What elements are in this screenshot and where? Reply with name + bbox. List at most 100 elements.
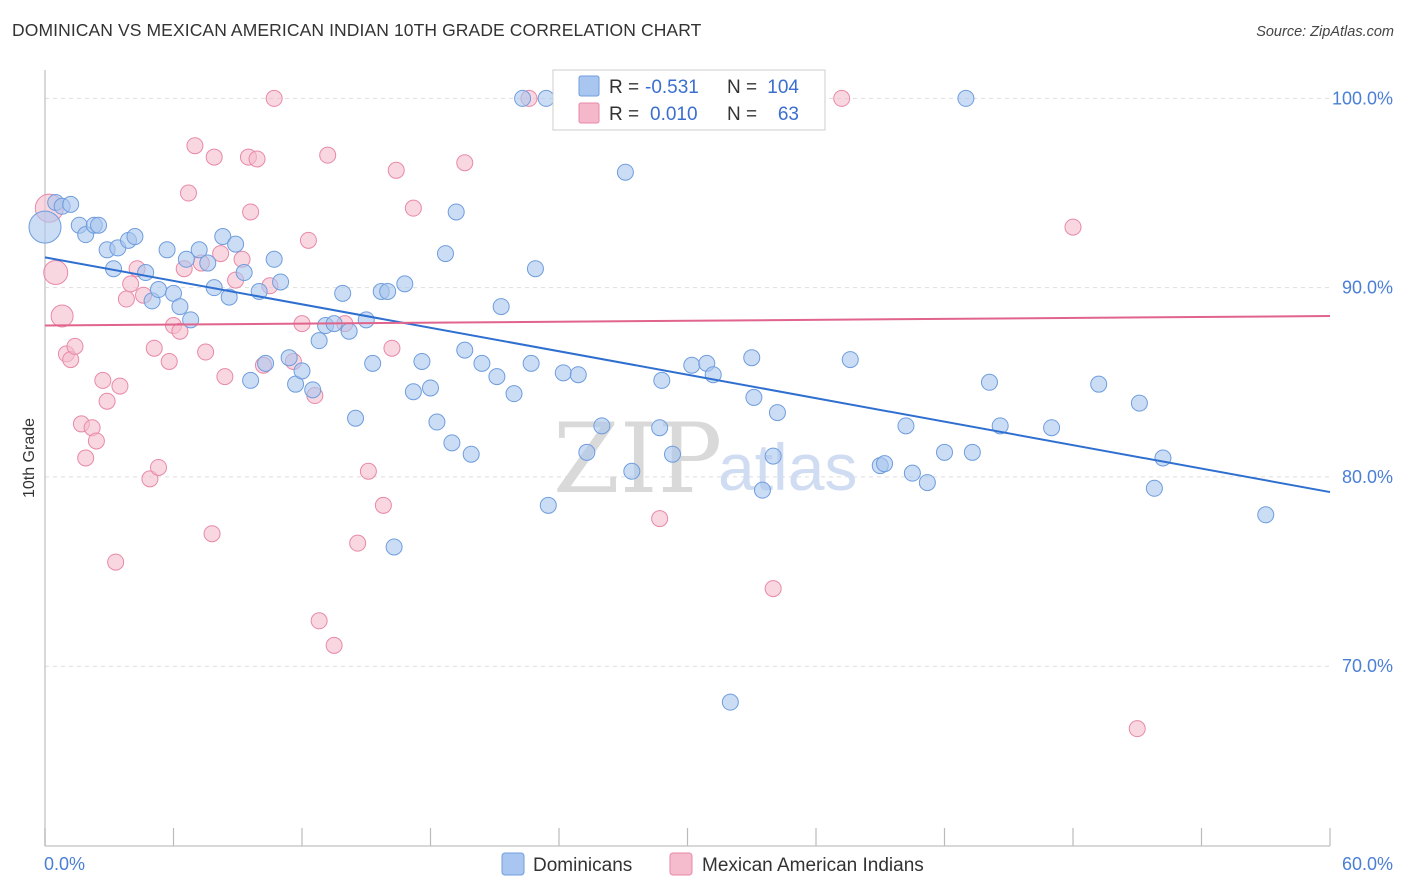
dominicans-point-7 bbox=[90, 216, 108, 234]
mexican-point-46 bbox=[319, 146, 337, 164]
dominicans-point-74 bbox=[651, 419, 669, 437]
dominicans-point-68 bbox=[569, 366, 587, 384]
dominicans-point-96 bbox=[980, 373, 998, 391]
stats-swatch-dominicans bbox=[578, 75, 600, 97]
dominicans-point-67 bbox=[554, 364, 572, 382]
dominicans-point-66 bbox=[539, 496, 557, 514]
mexican-point-9 bbox=[87, 432, 105, 450]
dominicans-point-54 bbox=[443, 434, 461, 452]
mexican-point-15 bbox=[122, 275, 140, 293]
dominicans-point-62 bbox=[514, 89, 532, 107]
stats-r-value-mexican: 0.010 bbox=[650, 104, 698, 125]
dominicans-point-42 bbox=[347, 409, 365, 427]
dominicans-point-26 bbox=[227, 235, 245, 253]
dominicans-point-92 bbox=[918, 474, 936, 492]
dominicans-point-50 bbox=[413, 352, 431, 370]
dominicans-point-47 bbox=[385, 538, 403, 556]
mexican-point-30 bbox=[205, 148, 223, 166]
dominicans-point-86 bbox=[768, 404, 786, 422]
dominicans-point-49 bbox=[404, 383, 422, 401]
mexican-point-40 bbox=[265, 89, 283, 107]
legend-label-dominicans: Dominicans bbox=[533, 855, 632, 876]
mexican-point-10 bbox=[94, 371, 112, 389]
source-label: Source: ZipAtlas.com bbox=[1256, 24, 1394, 40]
dominicans-point-91 bbox=[903, 464, 921, 482]
mexican-point-53 bbox=[387, 161, 405, 179]
dominicans-point-31 bbox=[265, 250, 283, 268]
dominicans-point-28 bbox=[242, 371, 260, 389]
dominicans-point-13 bbox=[137, 264, 155, 282]
dominicans-point-95 bbox=[963, 443, 981, 461]
dominicans-point-83 bbox=[745, 388, 763, 406]
dominicans-point-55 bbox=[447, 203, 465, 221]
dominicans-point-24 bbox=[214, 228, 232, 246]
dominicans-point-72 bbox=[616, 163, 634, 181]
mexican-point-49 bbox=[349, 534, 367, 552]
dominicans-point-101 bbox=[1145, 479, 1163, 497]
dominicans-point-90 bbox=[897, 417, 915, 435]
mexican-point-11 bbox=[98, 392, 116, 410]
mexican-point-13 bbox=[111, 377, 129, 395]
dominicans-point-102 bbox=[1154, 449, 1172, 467]
bottom-legend: Dominicans Mexican American Indians bbox=[501, 852, 924, 876]
dominicans-point-82 bbox=[743, 349, 761, 367]
chart-title: DOMINICAN VS MEXICAN AMERICAN INDIAN 10T… bbox=[12, 20, 702, 40]
y-tick-label-1: 90.0% bbox=[1342, 278, 1393, 298]
stats-r-value-dominicans: -0.531 bbox=[645, 77, 699, 98]
dominicans-point-0 bbox=[28, 210, 62, 244]
dominicans-point-18 bbox=[171, 298, 189, 316]
mexican-point-28 bbox=[197, 343, 215, 361]
dominicans-point-41 bbox=[340, 322, 358, 340]
y-axis-title: 10th Grade bbox=[21, 418, 38, 498]
tick-labels: 100.0% 90.0% 80.0% 70.0% 0.0% 60.0% bbox=[44, 88, 1393, 874]
dominicans-point-100 bbox=[1130, 394, 1148, 412]
mexican-point-2 bbox=[50, 304, 74, 328]
dominicans-point-93 bbox=[936, 443, 953, 461]
dominicans-point-84 bbox=[753, 481, 771, 499]
dominicans-point-89 bbox=[876, 455, 894, 473]
dominicans-point-85 bbox=[764, 447, 782, 465]
mexican-point-21 bbox=[160, 352, 178, 370]
grid-lines bbox=[45, 97, 1330, 667]
dominicans-point-53 bbox=[436, 245, 454, 263]
mexican-point-59 bbox=[764, 580, 782, 598]
stats-swatch-mexican bbox=[578, 102, 600, 124]
dominicans-point-35 bbox=[293, 362, 311, 380]
dominicans-point-19 bbox=[177, 250, 195, 268]
stats-n-label-dominicans: N = bbox=[727, 77, 757, 98]
dominicans-point-48 bbox=[396, 275, 414, 293]
dominicans-point-16 bbox=[158, 241, 176, 259]
legend-swatch-mexican bbox=[669, 852, 693, 876]
legend-label-mexican: Mexican American Indians bbox=[702, 855, 924, 876]
stats-n-value-mexican: 63 bbox=[778, 104, 799, 125]
mexican-trend-line bbox=[44, 315, 1331, 327]
dominicans-point-103 bbox=[1257, 506, 1275, 524]
dominicans-point-99 bbox=[1090, 375, 1108, 393]
dominicans-point-87 bbox=[841, 351, 859, 369]
mexican-point-61 bbox=[1064, 218, 1082, 236]
mexican-point-7 bbox=[77, 449, 95, 467]
mexican-point-60 bbox=[833, 89, 851, 107]
trend-lines bbox=[44, 256, 1331, 494]
dominicans-point-94 bbox=[957, 89, 975, 107]
dominicans-point-21 bbox=[190, 241, 208, 259]
dominicans-point-52 bbox=[428, 413, 446, 431]
y-tick-label-0: 100.0% bbox=[1332, 88, 1393, 108]
watermark-atlas-text: atlas bbox=[718, 430, 857, 504]
dominicans-point-44 bbox=[364, 354, 382, 372]
mexican-point-20 bbox=[150, 458, 168, 476]
dominicans-point-3 bbox=[62, 195, 80, 213]
mexican-point-18 bbox=[141, 470, 159, 488]
mexican-point-45 bbox=[310, 612, 328, 630]
mexican-point-23 bbox=[171, 322, 189, 340]
dominicans-point-46 bbox=[379, 282, 397, 300]
mexican-point-52 bbox=[383, 339, 401, 357]
dominicans-point-77 bbox=[683, 356, 701, 374]
mexican-point-25 bbox=[179, 184, 197, 202]
mexican-point-29 bbox=[203, 525, 221, 543]
stats-legend-box: R = -0.531 N = 104 R = 0.010 N = 63 bbox=[552, 69, 826, 131]
mexican-point-37 bbox=[248, 150, 266, 168]
mexican-point-50 bbox=[359, 462, 377, 480]
watermark: ZIP atlas bbox=[553, 403, 857, 515]
